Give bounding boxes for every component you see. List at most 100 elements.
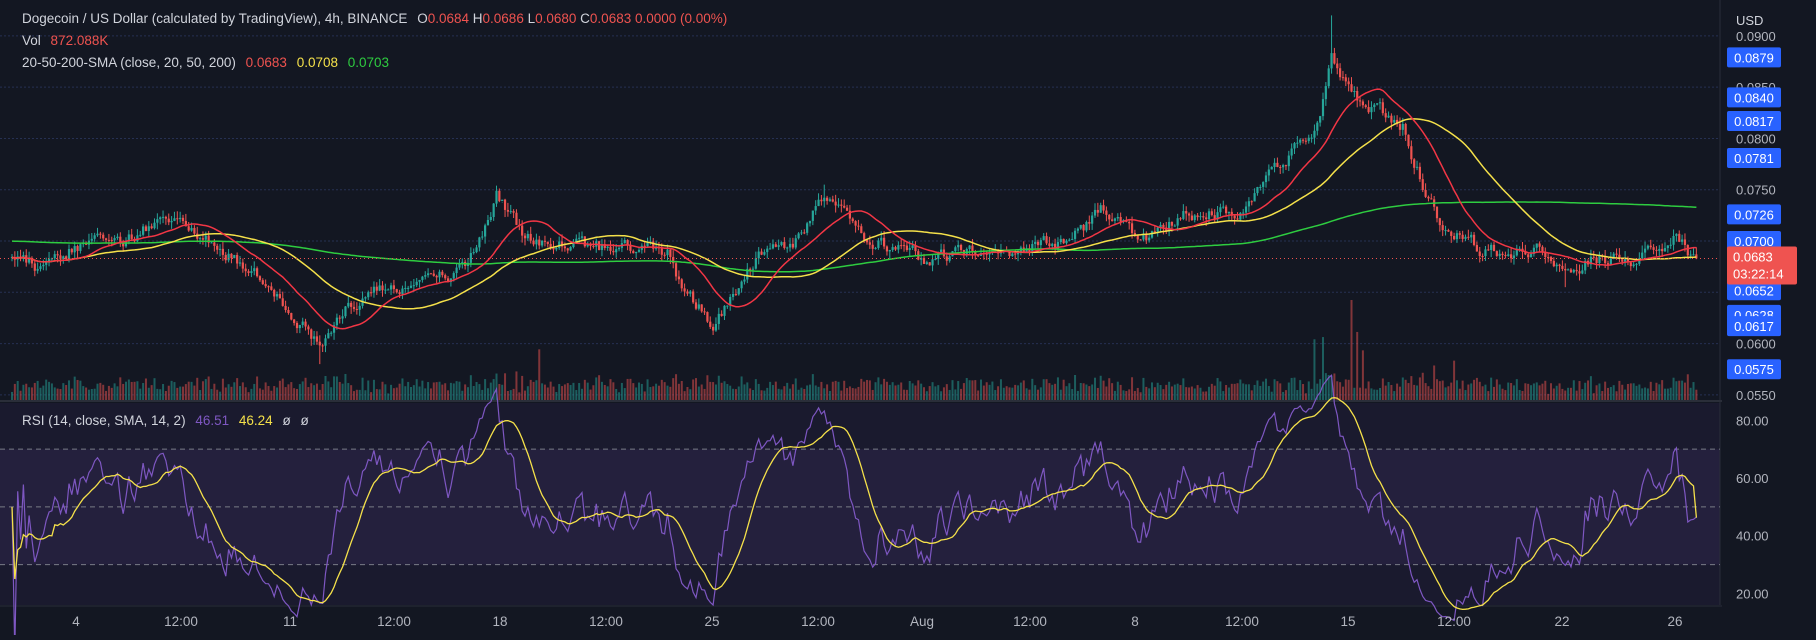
volume-bar — [102, 384, 105, 400]
candle-body — [1170, 221, 1174, 226]
candle-body — [885, 246, 889, 252]
volume-bar — [1233, 383, 1236, 400]
volume-bar — [1253, 384, 1256, 400]
volume-bar — [1515, 379, 1518, 400]
volume-bar — [444, 383, 447, 400]
volume-bar — [994, 390, 997, 400]
candle-body — [529, 233, 532, 241]
candle-body — [1190, 215, 1193, 221]
candle-body — [495, 190, 498, 204]
candle-body — [1524, 251, 1527, 255]
volume-bar — [1105, 386, 1108, 400]
volume-bars — [11, 300, 1698, 400]
candle-body — [1504, 255, 1507, 257]
candle-body — [1330, 53, 1333, 69]
candle-body — [1678, 233, 1681, 242]
volume-bar — [1370, 388, 1373, 400]
volume-bar — [82, 386, 85, 400]
candle-body — [1185, 211, 1188, 214]
volume-bar — [201, 381, 204, 400]
volume-bar — [709, 381, 712, 400]
volume-bar — [1279, 383, 1282, 400]
candle-body — [1527, 254, 1530, 258]
candle-body — [287, 309, 290, 314]
candle-body — [1364, 105, 1367, 108]
candle-body — [110, 239, 113, 241]
volume-bar — [1330, 375, 1333, 400]
volume-bar — [826, 384, 829, 400]
volume-bar — [635, 387, 638, 400]
candle-body — [1102, 205, 1105, 211]
candle-body — [28, 258, 31, 263]
volume-bar — [281, 378, 284, 400]
candle-body — [1088, 222, 1091, 224]
candle-body — [845, 207, 849, 211]
volume-bar — [526, 386, 529, 400]
candle-body — [1051, 243, 1054, 247]
volume-bar — [1692, 382, 1695, 400]
volume-bar — [387, 393, 390, 400]
volume-bar — [831, 381, 834, 400]
volume-bar — [1199, 387, 1202, 400]
candle-body — [1396, 119, 1399, 125]
candle-body — [486, 219, 490, 226]
close-value: 0.0683 — [589, 11, 632, 26]
volume-bar — [854, 388, 857, 400]
candle-body — [791, 243, 794, 248]
volume-bar — [48, 381, 51, 400]
candle-body — [900, 245, 903, 247]
volume-bar — [127, 379, 130, 400]
candle-body — [532, 240, 535, 245]
volume-bar — [310, 383, 313, 400]
candle-body — [578, 237, 581, 239]
volume-legend[interactable]: Vol 872.088K — [22, 33, 114, 48]
candle-body — [1512, 255, 1516, 259]
candle-body — [455, 267, 458, 274]
volume-bar — [1051, 384, 1054, 400]
symbol-legend[interactable]: Dogecoin / US Dollar (calculated by Trad… — [22, 11, 733, 26]
volume-bar — [187, 381, 190, 400]
price-level-label: 0.0781 — [1734, 151, 1774, 166]
candle-body — [612, 250, 615, 253]
candle-body — [769, 248, 772, 250]
volume-bar — [914, 385, 917, 400]
candle-body — [1247, 201, 1250, 207]
volume-bar — [193, 385, 196, 400]
candle-body — [1210, 211, 1213, 216]
candle-body — [783, 242, 786, 248]
volume-bar — [304, 377, 307, 400]
sma-legend[interactable]: 20-50-200-SMA (close, 20, 50, 200) 0.068… — [22, 55, 395, 70]
volume-bar — [1094, 377, 1096, 400]
candle-body — [338, 317, 341, 319]
candle-body — [686, 291, 689, 294]
volume-bar — [863, 381, 866, 400]
candle-body — [281, 298, 284, 306]
volume-bar — [643, 391, 646, 400]
candle-body — [1492, 244, 1496, 252]
volume-bar — [629, 378, 632, 400]
candle-body — [93, 235, 96, 239]
volume-bar — [264, 382, 267, 400]
rsi-legend[interactable]: RSI (14, close, SMA, 14, 2) 46.51 46.24 … — [22, 413, 315, 428]
volume-bar — [546, 387, 549, 400]
candle-body — [335, 317, 338, 326]
candle-body — [615, 249, 618, 253]
volume-bar — [481, 389, 484, 400]
sma50-value: 0.0708 — [296, 55, 338, 70]
price-level-badge — [1727, 359, 1781, 380]
candle-body — [1301, 139, 1305, 141]
volume-bar — [213, 383, 216, 400]
volume-bar — [1410, 376, 1413, 400]
candle-body — [1307, 137, 1310, 142]
candle-body — [221, 248, 224, 255]
volume-bar — [45, 379, 48, 400]
volume-bar — [133, 381, 136, 400]
volume-bar — [1193, 388, 1196, 400]
candle-body — [352, 306, 356, 309]
volume-bar — [977, 390, 980, 400]
volume-bar — [1082, 383, 1085, 400]
candle-body — [1683, 239, 1687, 245]
volume-bar — [814, 385, 817, 400]
